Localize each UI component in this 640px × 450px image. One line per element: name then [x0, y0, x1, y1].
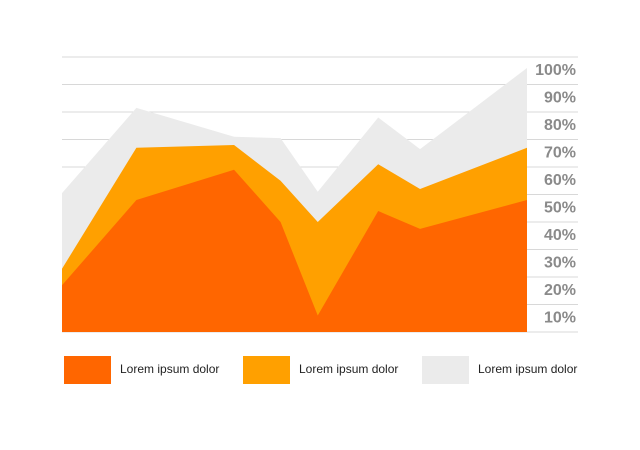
y-tick-label: 40% — [544, 227, 576, 244]
y-tick-label: 20% — [544, 282, 576, 299]
y-tick-label: 80% — [544, 117, 576, 134]
y-tick-label: 10% — [544, 310, 576, 327]
y-tick-label: 70% — [544, 145, 576, 162]
legend-label: Lorem ipsum dolor — [120, 362, 219, 376]
y-tick-label: 100% — [535, 62, 576, 79]
legend-label: Lorem ipsum dolor — [478, 362, 577, 376]
legend-swatch — [64, 356, 111, 384]
legend-swatch — [243, 356, 290, 384]
y-tick-label: 60% — [544, 172, 576, 189]
area — [62, 169, 527, 332]
legend-label: Lorem ipsum dolor — [299, 362, 398, 376]
legend-swatch — [422, 356, 469, 384]
y-tick-label: 90% — [544, 90, 576, 107]
y-tick-label: 30% — [544, 255, 576, 272]
y-tick-label: 50% — [544, 200, 576, 217]
